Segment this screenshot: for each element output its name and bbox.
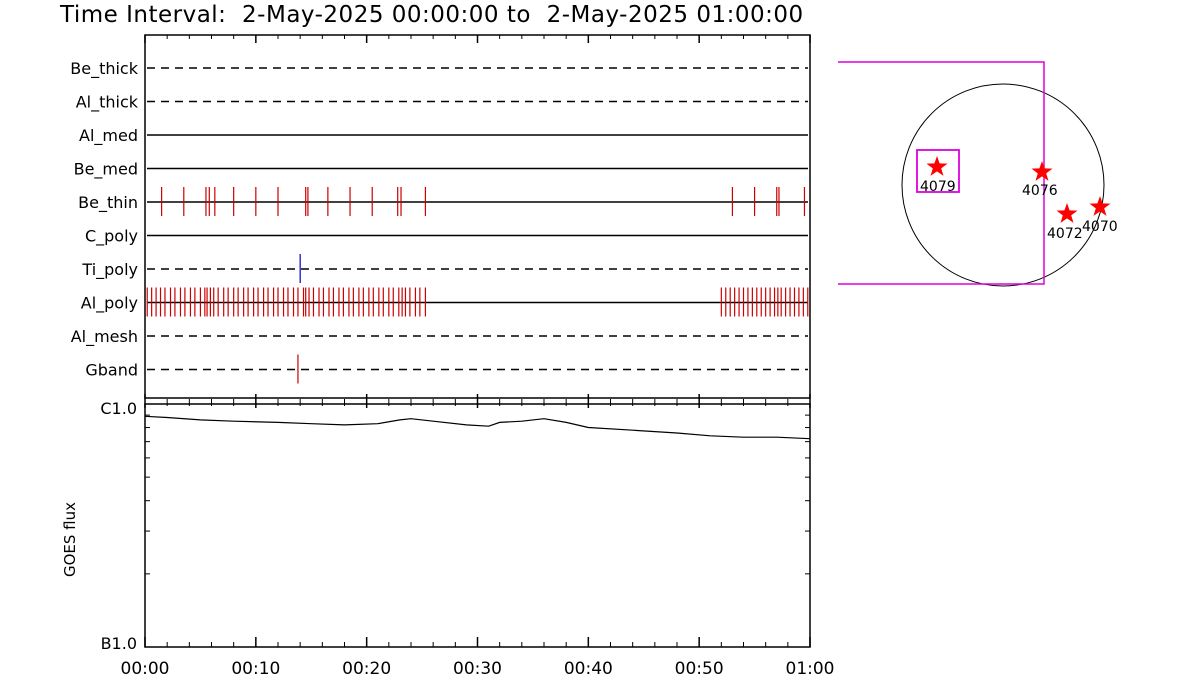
imaging-target-box [916, 149, 960, 193]
channel-label-Al_thick: Al_thick [76, 93, 139, 113]
active-region-star-4072 [1056, 203, 1078, 223]
goes-flux-series-line [144, 415, 811, 440]
channel-label-Al_poly: Al_poly [81, 294, 138, 314]
channel-label-Be_thick: Be_thick [70, 59, 138, 79]
channel-label-Be_med: Be_med [74, 160, 138, 180]
x-tick-label: 01:00 [786, 659, 835, 679]
active-region-label-4070: 4070 [1082, 219, 1118, 235]
channel-label-Gband: Gband [85, 361, 138, 380]
timeline-frame [144, 34, 811, 399]
x-tick-label: 00:30 [453, 659, 502, 679]
goes-flux-panel: 00:00 00:10 00:20 00:30 00:40 00:50 01:00C1.0B… [61, 35, 835, 679]
solar-limb-circle [901, 83, 1105, 287]
x-tick-label: 00:50 [675, 659, 724, 679]
active-region-star-4070 [1089, 196, 1111, 216]
channel-label-C_poly: C_poly [85, 227, 138, 247]
y-tick-label: C1.0 [100, 399, 137, 418]
active-region-label-4072: 4072 [1047, 226, 1083, 242]
y-tick-label: B1.0 [101, 634, 137, 653]
y-axis-label: GOES flux [61, 502, 79, 577]
x-tick-label: 00:10 [231, 659, 280, 679]
active-region-star-4076 [1031, 161, 1053, 181]
channel-timeline-panel: Be_thick Al_thick Al_med Be_med Be_thin C_pol… [70, 34, 811, 399]
active-region-label-4079: 4079 [920, 179, 956, 195]
channel-label-Al_mesh: Al_mesh [71, 327, 138, 347]
channel-label-Ti_poly: Ti_poly [81, 260, 138, 280]
x-tick-label: 00:00 [121, 659, 170, 679]
active-region-star-4079 [926, 156, 948, 176]
channel-label-Be_thin: Be_thin [78, 193, 138, 213]
page-title: Time Interval: 2-May-2025 00:00:00 to 2-… [60, 2, 804, 28]
goes-frame [144, 403, 811, 648]
x-tick-label: 00:20 [342, 659, 391, 679]
active-region-label-4076: 4076 [1022, 183, 1058, 199]
x-tick-label: 00:40 [564, 659, 613, 679]
channel-label-Al_med: Al_med [79, 126, 138, 146]
solar-disk-map: 4079 4076 4072 4070 [838, 61, 1118, 287]
